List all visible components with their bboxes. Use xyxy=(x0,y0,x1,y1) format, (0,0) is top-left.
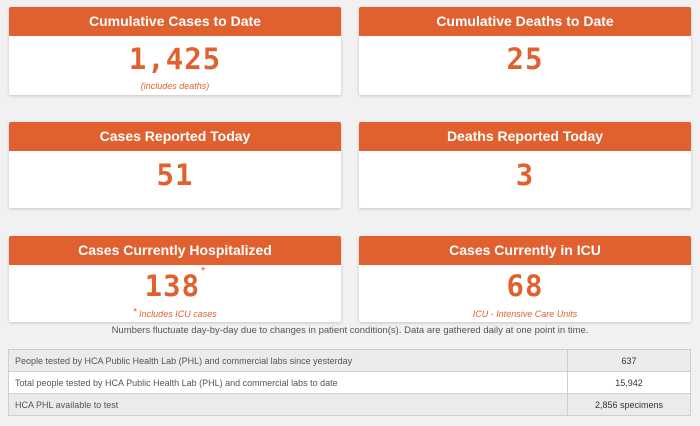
card-value: 138 xyxy=(144,269,201,303)
asterisk-mark: * xyxy=(133,307,138,318)
card-title: Cumulative Deaths to Date xyxy=(359,7,691,36)
row-label: People tested by HCA Public Health Lab (… xyxy=(8,349,568,372)
row-value: 637 xyxy=(567,349,691,372)
card-title: Cases Currently Hospitalized xyxy=(9,236,341,265)
card-cumulative-deaths: Cumulative Deaths to Date 25 xyxy=(359,7,691,95)
card-title: Deaths Reported Today xyxy=(359,122,691,151)
card-title: Cumulative Cases to Date xyxy=(9,7,341,36)
card-cumulative-cases: Cumulative Cases to Date 1,425 (includes… xyxy=(9,7,341,95)
row-value: 2,856 specimens xyxy=(567,393,691,416)
footnote: Numbers fluctuate day-by-day due to chan… xyxy=(111,325,589,336)
card-value: 25 xyxy=(506,42,544,76)
table-row: HCA PHL available to test 2,856 specimen… xyxy=(8,393,691,416)
card-title: Cases Currently in ICU xyxy=(359,236,691,265)
testing-stats-table: People tested by HCA Public Health Lab (… xyxy=(8,349,691,416)
card-note: * Includes ICU cases xyxy=(9,307,341,320)
card-hospitalized: Cases Currently Hospitalized 138* * Inclu… xyxy=(9,236,341,322)
card-title: Cases Reported Today xyxy=(9,122,341,151)
card-note: ICU - Intensive Care Units xyxy=(472,309,578,319)
row-label: HCA PHL available to test xyxy=(8,393,568,416)
card-value: 1,425 xyxy=(128,42,222,76)
card-icu: Cases Currently in ICU 68 ICU - Intensiv… xyxy=(359,236,691,322)
card-cases-today: Cases Reported Today 51 xyxy=(9,122,341,208)
row-value: 15,942 xyxy=(567,371,691,394)
card-value: 3 xyxy=(515,158,535,192)
card-deaths-today: Deaths Reported Today 3 xyxy=(359,122,691,208)
table-row: People tested by HCA Public Health Lab (… xyxy=(8,349,691,372)
card-note: (includes deaths) xyxy=(140,81,210,91)
card-value: 51 xyxy=(156,158,194,192)
row-label: Total people tested by HCA Public Health… xyxy=(8,371,568,394)
card-value: 68 xyxy=(506,269,544,303)
card-note-text: Includes ICU cases xyxy=(139,309,217,319)
table-row: Total people tested by HCA Public Health… xyxy=(8,371,691,394)
asterisk-mark: * xyxy=(201,265,206,277)
